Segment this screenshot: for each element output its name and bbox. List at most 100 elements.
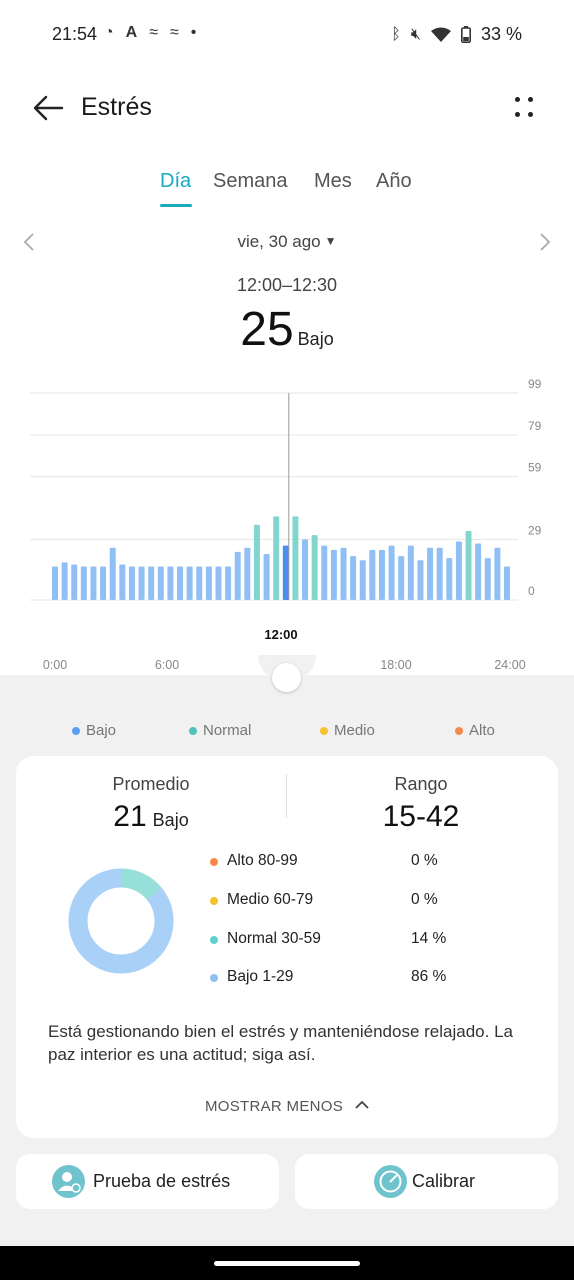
stress-test-icon xyxy=(52,1165,85,1198)
chart-bar xyxy=(52,566,58,600)
chart-bar xyxy=(378,549,385,600)
calibrate-gauge-icon xyxy=(374,1165,407,1198)
notification-icons: ◔ A ≈ ≈ • xyxy=(104,24,196,42)
whatsapp-icon: ◔ xyxy=(104,24,114,41)
battery-icon xyxy=(460,26,471,43)
page-title: Estrés xyxy=(81,93,152,121)
x-tick-label: 6:00 xyxy=(155,658,179,672)
chart-bar xyxy=(177,566,184,600)
chart-bar xyxy=(186,566,193,600)
chart-bar xyxy=(504,566,510,600)
status-time: 21:54 xyxy=(52,24,98,44)
distribution-row-alto: Alto 80-99 0 % xyxy=(210,852,460,874)
x-tick-label: 0:00 xyxy=(43,658,67,672)
chart-bar xyxy=(234,551,241,600)
chart-bar xyxy=(157,566,164,600)
chart-bar xyxy=(302,539,309,600)
level-dot xyxy=(210,936,218,944)
chart-bar xyxy=(407,545,414,600)
chart-bar xyxy=(398,556,405,600)
distribution-row-medio: Medio 60-79 0 % xyxy=(210,891,460,913)
selected-stress-value: 25 xyxy=(240,303,294,356)
tab-week[interactable]: Semana xyxy=(213,170,288,192)
chart-bar xyxy=(215,566,222,600)
chart-bar xyxy=(167,566,174,600)
x-tick-label: 18:00 xyxy=(380,658,411,672)
divider xyxy=(286,774,287,818)
summary-message: Está gestionando bien el estrés y manten… xyxy=(48,1022,513,1064)
chart-bar xyxy=(282,545,289,600)
chart-bar xyxy=(484,558,491,600)
chart-bar xyxy=(369,549,376,600)
chart-bar xyxy=(321,545,328,600)
date-selector[interactable]: vie, 30 ago ▼ xyxy=(0,232,574,252)
chart-bar xyxy=(71,564,78,600)
dropdown-icon: ▼ xyxy=(324,234,337,248)
chart-bar xyxy=(436,547,443,600)
chart-bar xyxy=(350,556,357,600)
previous-day-icon[interactable] xyxy=(20,232,40,252)
chart-bar xyxy=(455,541,462,600)
level-dot xyxy=(210,974,218,982)
chart-bar xyxy=(196,566,203,600)
home-gesture-handle[interactable] xyxy=(214,1261,360,1266)
range-value: 15-42 xyxy=(382,800,460,833)
show-less-button[interactable]: MOSTRAR MENOS xyxy=(16,1098,558,1115)
summary-card: Promedio 21 Bajo Rango 15-42 Alto 80-99 0… xyxy=(16,756,558,1138)
distribution-donut xyxy=(68,868,174,974)
range-label: Rango xyxy=(394,774,448,794)
chevron-up-icon xyxy=(355,1100,369,1109)
legend-item-normal: Normal xyxy=(189,722,251,739)
chart-bar xyxy=(311,535,318,600)
chart-bar xyxy=(138,566,145,600)
chart-bar xyxy=(263,554,270,600)
chart-bar xyxy=(427,547,434,600)
status-bar: 21:54 ◔ A ≈ ≈ • ᛒ 🔇︎ 33 % xyxy=(0,0,574,70)
chart-bar xyxy=(340,547,347,600)
chart-bar xyxy=(465,531,472,600)
calibrate-label: Calibrar xyxy=(412,1171,476,1191)
chart-bar xyxy=(292,516,299,600)
chart-bar xyxy=(475,543,482,600)
chart-bar xyxy=(359,560,366,600)
next-day-icon[interactable] xyxy=(534,232,554,252)
y-tick-label: 59 xyxy=(528,461,542,475)
chart-bar xyxy=(80,566,87,600)
y-tick-label: 29 xyxy=(528,523,542,537)
chart-bar xyxy=(90,566,97,600)
stress-chart[interactable]: 99 79 59 29 0 0:00 6:00 18:00 24:00 12:00 xyxy=(0,370,574,675)
average-value: 21 xyxy=(113,800,147,833)
date-label: vie, 30 ago xyxy=(237,232,321,251)
y-tick-label: 79 xyxy=(528,419,542,433)
chart-bar xyxy=(388,545,395,600)
calibrate-button[interactable]: Calibrar xyxy=(295,1154,558,1209)
y-tick-label: 0 xyxy=(528,584,535,598)
chart-scrubber-handle[interactable] xyxy=(272,663,301,692)
donut-segment xyxy=(68,868,174,974)
tab-day[interactable]: Día xyxy=(160,170,192,192)
legend-dot xyxy=(189,726,197,735)
show-less-label: MOSTRAR MENOS xyxy=(204,1098,344,1115)
distribution-row-normal: Normal 30-59 14 % xyxy=(210,930,460,952)
tab-year[interactable]: Año xyxy=(376,170,412,192)
more-options-icon[interactable] xyxy=(506,92,542,124)
tab-month[interactable]: Mes xyxy=(314,170,352,192)
battery-percent: 33 % xyxy=(480,24,522,44)
stitch-icon: ≈ xyxy=(149,24,159,41)
wifi-icon xyxy=(430,27,451,42)
level-dot xyxy=(210,858,218,866)
mute-icon: 🔇︎ xyxy=(410,25,421,43)
selected-stress-level: Bajo xyxy=(297,329,334,349)
period-tabs: Día Semana Mes Año xyxy=(0,170,574,210)
back-arrow-icon[interactable] xyxy=(30,90,66,126)
chart-bar xyxy=(273,516,280,600)
legend-item-alto: Alto xyxy=(455,722,495,739)
chart-bar xyxy=(446,558,453,600)
legend-item-bajo: Bajo xyxy=(72,722,116,739)
stress-test-button[interactable]: Prueba de estrés xyxy=(16,1154,279,1209)
legend-dot xyxy=(320,726,328,735)
app-a-icon: A xyxy=(125,24,138,41)
legend: Bajo Normal Medio Alto xyxy=(0,722,574,744)
bluetooth-icon: ᛒ xyxy=(391,25,401,43)
stitch-icon: ≈ xyxy=(170,24,179,41)
